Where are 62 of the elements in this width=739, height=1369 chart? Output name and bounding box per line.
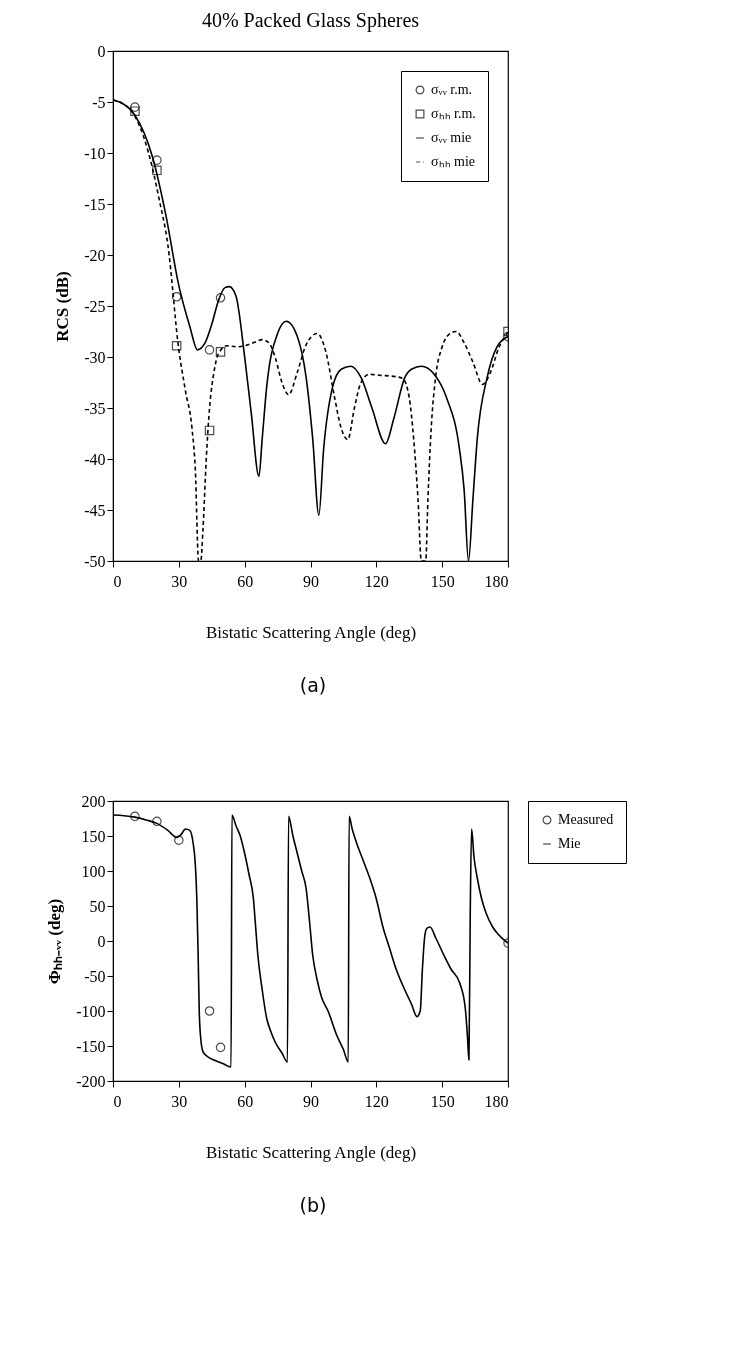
- x-tick-label: 180: [484, 1092, 509, 1110]
- x-tick-label: 90: [303, 1092, 319, 1110]
- legend-label: σₕₕ r.m.: [431, 106, 476, 121]
- text: (a): [299, 674, 327, 696]
- legend-label: σᵥᵥ mie: [431, 130, 472, 145]
- y-axis-title: Φₕₕ₋ᵥᵥ (deg): [45, 898, 65, 985]
- y-tick-label: -40: [84, 450, 106, 468]
- x-tick-label: 60: [237, 572, 254, 590]
- x-tick-label: 120: [364, 572, 389, 590]
- x-tick-label: 120: [364, 1092, 389, 1110]
- point: [130, 106, 140, 116]
- point: [171, 292, 182, 302]
- y-tick-label: 0: [97, 42, 106, 60]
- y-tick-label: -20: [84, 246, 106, 264]
- x-tick-label: 30: [171, 1092, 188, 1110]
- point: [204, 425, 215, 436]
- legend-label: σᵥᵥ r.m.: [431, 82, 473, 97]
- point: [171, 341, 182, 351]
- point: [152, 165, 162, 176]
- legend-label: Mie: [558, 836, 581, 851]
- x-tick-label: 150: [430, 572, 455, 590]
- point: [215, 347, 226, 357]
- point: [130, 102, 140, 112]
- text: (b): [299, 1194, 327, 1216]
- chart-title: 40% Packed Glass Spheres: [201, 9, 420, 32]
- x-tick-label: 30: [171, 572, 188, 590]
- x-tick-label: 0: [113, 572, 122, 590]
- x-axis-title: Bistatic Scattering Angle (deg): [205, 1142, 417, 1162]
- y-tick-label: 50: [89, 897, 106, 915]
- y-tick-label: -45: [84, 501, 106, 519]
- y-tick-label: -35: [84, 399, 106, 417]
- y-tick-label: -50: [84, 552, 106, 570]
- y-tick-label: -5: [92, 93, 106, 111]
- point: [204, 345, 215, 355]
- y-tick-label: 150: [81, 827, 106, 845]
- y-tick-label: -30: [84, 348, 106, 366]
- x-axis-title: Bistatic Scattering Angle (deg): [205, 622, 417, 642]
- x-tick-label: 60: [237, 1092, 254, 1110]
- y-tick-label: 200: [81, 792, 106, 810]
- y-tick-label: -200: [76, 1072, 106, 1090]
- point: [215, 1042, 226, 1053]
- point: [204, 1006, 215, 1016]
- point: [130, 811, 140, 822]
- y-axis-title: RCS (dB): [53, 271, 73, 342]
- point: [152, 816, 162, 827]
- y-tick-label: -25: [84, 297, 106, 315]
- x-tick-label: 150: [430, 1092, 455, 1110]
- y-tick-label: -15: [84, 195, 106, 213]
- legend-label: σₕₕ mie: [431, 154, 476, 169]
- y-tick-label: -50: [84, 967, 106, 985]
- point: [174, 835, 184, 845]
- x-tick-label: 90: [303, 572, 319, 590]
- y-tick-label: 0: [97, 932, 106, 950]
- x-tick-label: 0: [113, 1092, 122, 1110]
- y-tick-label: 100: [81, 862, 106, 880]
- legend-label: Measured: [558, 812, 614, 827]
- point: [152, 155, 162, 165]
- y-tick-label: -10: [84, 144, 106, 162]
- point: [215, 293, 226, 303]
- x-tick-label: 180: [484, 572, 509, 590]
- y-tick-label: -100: [76, 1002, 106, 1020]
- y-tick-label: -150: [76, 1037, 106, 1055]
